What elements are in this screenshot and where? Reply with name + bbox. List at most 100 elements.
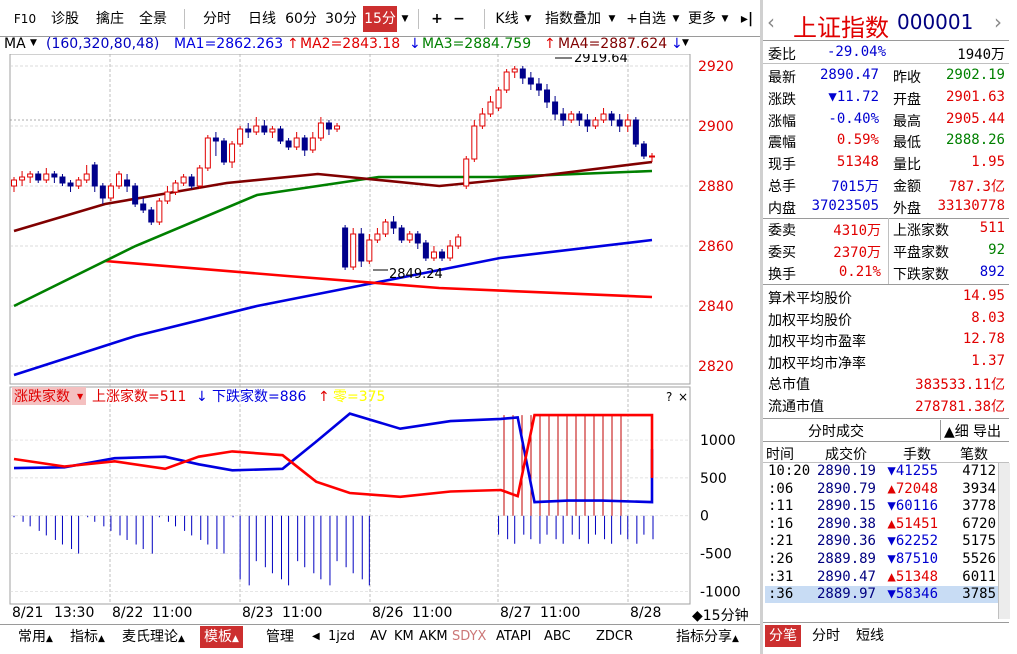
indicator-close-icon[interactable]: × bbox=[678, 390, 688, 404]
tick-row[interactable]: :26 2889.89 ▼87510 5526 bbox=[765, 551, 998, 568]
scroll-left-icon[interactable]: ◀ bbox=[312, 631, 320, 642]
candle bbox=[430, 246, 437, 261]
tab-common[interactable]: 常用▲ bbox=[18, 629, 53, 645]
stat-row: 流通市值 278781.38亿 bbox=[765, 394, 1009, 415]
ticks-header-cell: 成交价 bbox=[825, 447, 867, 463]
legend-dropdown-icon[interactable]: ▼ bbox=[682, 38, 689, 48]
quote-label: 量比 bbox=[893, 157, 921, 174]
tick-row[interactable]: :06 2890.79 ▲72048 3934 bbox=[765, 481, 998, 498]
ticks-header: 时间 成交价 手数 笔数 bbox=[763, 443, 1009, 463]
kline-button[interactable]: K线 bbox=[495, 11, 519, 27]
export-button[interactable]: 导出 bbox=[973, 424, 1001, 440]
tick-row[interactable]: :11 2890.15 ▼60116 3778 bbox=[765, 498, 998, 515]
prev-stock-icon[interactable]: ‹ bbox=[767, 10, 775, 34]
ma2-value: MA2=2843.18 bbox=[300, 36, 401, 52]
candle bbox=[334, 123, 341, 132]
tab-zdcr[interactable]: ZDCR bbox=[596, 629, 634, 644]
candle bbox=[301, 135, 308, 156]
indicator-name[interactable]: 涨跌家数 bbox=[14, 388, 70, 405]
diagnose-button[interactable]: 诊股 bbox=[51, 11, 79, 27]
index-overlay-dropdown-icon[interactable]: ▼ bbox=[608, 14, 616, 24]
tick-row[interactable]: :16 2890.38 ▲51451 6720 bbox=[765, 516, 998, 533]
tab-template[interactable]: 模板▲ bbox=[200, 626, 243, 648]
more-dropdown-icon[interactable]: ▼ bbox=[721, 14, 729, 24]
indicator-axis-label: -1000 bbox=[700, 584, 741, 600]
ticks-header-cell: 时间 bbox=[766, 447, 794, 463]
tab-mai-theory[interactable]: 麦氏理论▲ bbox=[122, 629, 185, 645]
ma-dropdown-icon[interactable]: ▼ bbox=[30, 38, 37, 48]
next-stock-icon[interactable]: › bbox=[994, 10, 1002, 34]
chart-svg[interactable]: 1000 500 0 -500 -1000 2920 2900 2880 2860 2840 28… bbox=[0, 51, 760, 624]
order-label: 上涨家数 bbox=[893, 223, 949, 239]
index-overlay-button[interactable]: 指数叠加 bbox=[545, 11, 601, 27]
tab-akm[interactable]: AKM bbox=[419, 629, 448, 644]
collapse-panel-icon[interactable]: ▸| bbox=[740, 11, 754, 27]
bottom-tab-bar bbox=[0, 624, 760, 653]
tab-indicators[interactable]: 指标▲ bbox=[70, 629, 105, 645]
quote-value: 2905.44 bbox=[945, 110, 1005, 127]
price-axis-label: 2840 bbox=[698, 299, 734, 315]
watchlist-dropdown-icon[interactable]: ▼ bbox=[672, 14, 680, 24]
tick-row[interactable]: :31 2890.47 ▲51348 6011 bbox=[765, 569, 998, 586]
candle bbox=[245, 123, 252, 138]
stat-value: 14.95 bbox=[962, 288, 1005, 304]
min30-button[interactable]: 30分 bbox=[325, 11, 357, 27]
tick-time: :26 bbox=[768, 551, 794, 567]
tab-ticks[interactable]: 分笔 bbox=[765, 625, 801, 647]
tick-row[interactable]: :21 2890.36 ▼62252 5175 bbox=[765, 533, 998, 550]
tab-short-term[interactable]: 短线 bbox=[856, 628, 884, 644]
zoom-in-button[interactable]: + bbox=[431, 11, 443, 27]
tab-1jzd[interactable]: 1jzd bbox=[328, 629, 355, 644]
more-button[interactable]: 更多 bbox=[688, 11, 716, 27]
zoom-out-button[interactable]: − bbox=[453, 11, 465, 27]
tab-av[interactable]: AV bbox=[370, 629, 387, 644]
kline-dropdown-icon[interactable]: ▼ bbox=[524, 14, 532, 24]
quote-value: 2902.19 bbox=[945, 67, 1005, 83]
candle bbox=[156, 198, 163, 225]
candle bbox=[600, 108, 607, 123]
chart-area[interactable]: 1000 500 0 -500 -1000 2920 2900 2880 2860 2840 28… bbox=[0, 51, 760, 624]
ticks-title[interactable]: 分时成交 bbox=[808, 424, 864, 440]
candle bbox=[374, 228, 381, 243]
ticks-scrollbar[interactable] bbox=[998, 463, 1010, 619]
indicator-help-icon[interactable]: ? bbox=[666, 390, 672, 404]
min15-dropdown-icon[interactable]: ▼ bbox=[401, 14, 409, 24]
ma2-line bbox=[104, 259, 653, 299]
candle bbox=[59, 174, 66, 186]
quote-value: 2888.26 bbox=[945, 132, 1005, 149]
intraday-button[interactable]: 分时 bbox=[203, 11, 231, 27]
time-label: 11:00 bbox=[152, 605, 193, 621]
tab-manage[interactable]: 管理 bbox=[266, 629, 294, 645]
quote-label: 最高 bbox=[893, 113, 921, 130]
f10-button[interactable]: F10 bbox=[13, 12, 37, 26]
panel-divider[interactable] bbox=[760, 0, 763, 654]
tab-indicator-share[interactable]: 指标分享▲ bbox=[676, 629, 739, 645]
stat-row: 总市值 383533.11亿 bbox=[765, 372, 1009, 393]
tab-abc[interactable]: ABC bbox=[544, 629, 571, 644]
tab-intraday[interactable]: 分时 bbox=[812, 628, 840, 644]
ma-label[interactable]: MA bbox=[4, 36, 26, 52]
indicator-dropdown-icon[interactable]: ▼ bbox=[77, 392, 84, 401]
candle bbox=[414, 231, 421, 249]
daily-button[interactable]: 日线 bbox=[248, 11, 276, 27]
tab-km[interactable]: KM bbox=[394, 629, 414, 644]
tick-row[interactable]: 10:20 2890.19 ▼41255 4712 bbox=[765, 463, 998, 480]
watchlist-button[interactable]: +自选 bbox=[626, 11, 666, 27]
stat-row: 加权平均市盈率 12.78 bbox=[765, 329, 1009, 350]
period-label: ◆15分钟 bbox=[692, 608, 749, 624]
min60-button[interactable]: 60分 bbox=[285, 11, 317, 27]
tab-sdyx[interactable]: SDYX bbox=[452, 629, 487, 644]
panorama-button[interactable]: 全景 bbox=[139, 11, 167, 27]
order-label: 换手 bbox=[768, 267, 796, 283]
capture-button[interactable]: 擒庄 bbox=[96, 11, 124, 27]
detail-button[interactable]: ▲细 bbox=[944, 424, 969, 440]
time-label: 11:00 bbox=[412, 605, 453, 621]
candle bbox=[366, 234, 373, 264]
tab-atapi[interactable]: ATAPI bbox=[496, 629, 532, 644]
quote-title: 上证指数 bbox=[793, 14, 889, 42]
quote-panel bbox=[763, 0, 1017, 654]
tick-row[interactable]: :36 2889.97 ▼58346 3785 bbox=[765, 586, 998, 604]
stat-value: 278781.38亿 bbox=[915, 399, 1005, 415]
quote-value: 33130778 bbox=[937, 197, 1005, 214]
min15-button[interactable]: 15分 bbox=[363, 6, 397, 32]
